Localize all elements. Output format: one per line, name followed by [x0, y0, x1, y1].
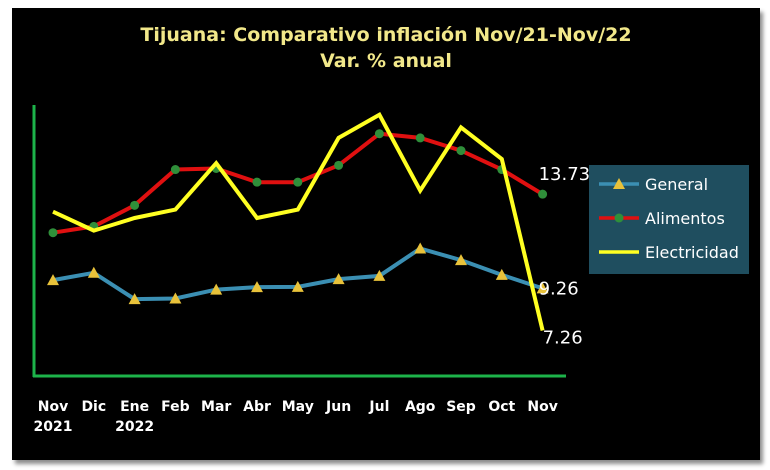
series-electricidad: [52, 111, 545, 331]
series-general: [47, 242, 549, 305]
data-point: [47, 274, 59, 286]
legend-swatch: [599, 213, 639, 223]
legend-swatch-marker: [614, 213, 624, 223]
legend-label: General: [645, 174, 709, 194]
x-tick-label: Oct: [488, 399, 515, 415]
data-point: [128, 293, 141, 305]
chart-title: Tijuana: Comparativo inflación Nov/21-No…: [140, 24, 632, 46]
legend-item-general: General: [599, 172, 708, 196]
data-labels: 13.73 9.26 7.26: [539, 164, 591, 348]
data-label-electricidad: 7.26: [543, 327, 583, 348]
x-tick-label: Ene: [120, 399, 149, 415]
x-tick-label-year: 2021: [34, 419, 73, 435]
data-point: [291, 280, 304, 292]
x-tick-label: Nov: [527, 399, 557, 415]
series-layer: [47, 111, 549, 331]
data-point: [251, 281, 263, 293]
x-axis-ticks: Nov 2021 Dic Ene 2022 Feb Mar Abr May Jun Jul Ago Se…: [34, 399, 558, 435]
data-point: [415, 133, 425, 143]
series-line-electricidad: [52, 111, 545, 331]
legend-label: Electricidad: [645, 242, 739, 262]
chart-subtitle: Var. % anual: [320, 50, 452, 72]
x-tick-label: Dic: [81, 399, 106, 415]
x-tick-label: Ago: [405, 399, 436, 415]
data-point: [210, 283, 223, 295]
legend-swatch-marker: [613, 178, 625, 189]
legend-swatch: [599, 250, 639, 254]
legend-item-alimentos: Alimentos: [599, 206, 725, 230]
data-point: [334, 160, 344, 170]
data-point: [456, 146, 466, 156]
x-tick-label: Abr: [243, 399, 271, 415]
data-point: [538, 189, 548, 199]
data-point: [293, 177, 303, 187]
x-tick-label: Jul: [368, 399, 389, 415]
data-point: [374, 129, 384, 139]
data-point: [48, 228, 58, 238]
data-point: [495, 268, 508, 280]
data-point: [332, 273, 345, 285]
x-tick-label: Mar: [201, 399, 231, 415]
data-label-alimentos: 13.73: [539, 164, 591, 185]
x-tick-label: Feb: [161, 399, 190, 415]
legend-label: Alimentos: [645, 208, 725, 228]
data-point: [170, 165, 180, 175]
legend-item-electricidad: Electricidad: [599, 240, 739, 264]
x-tick-label: Jun: [325, 399, 351, 415]
data-point: [87, 266, 100, 278]
data-point: [455, 254, 467, 266]
data-point: [169, 292, 182, 304]
data-point: [252, 177, 262, 187]
x-tick-label-year: 2022: [115, 419, 154, 435]
legend: General Alimentos Electricidad: [589, 165, 749, 274]
data-point: [536, 282, 549, 294]
data-point: [414, 242, 427, 254]
axes: [32, 105, 566, 378]
legend-swatch: [599, 178, 639, 189]
data-point: [373, 269, 386, 281]
x-tick-label: Sep: [446, 399, 476, 415]
x-tick-label: Nov: [38, 399, 68, 415]
x-tick-label: May: [282, 399, 314, 415]
data-label-general: 9.26: [539, 278, 579, 299]
data-point: [130, 200, 140, 210]
